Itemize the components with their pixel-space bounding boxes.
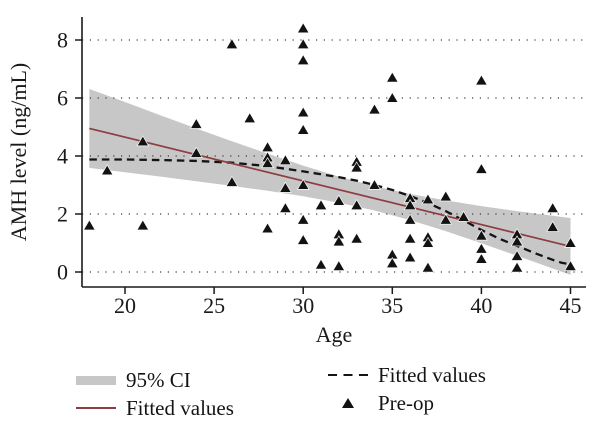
scatter-point bbox=[350, 161, 364, 173]
ci-band bbox=[89, 89, 571, 275]
scatter-point bbox=[368, 103, 381, 115]
legend-left-column: 95% CI Fitted values bbox=[76, 366, 234, 422]
scatter-point bbox=[510, 235, 524, 247]
x-tick-label: 30 bbox=[292, 293, 314, 318]
scatter-point bbox=[261, 222, 274, 234]
scatter-point bbox=[296, 123, 310, 135]
solid-line-swatch bbox=[76, 407, 116, 409]
x-tick-label: 25 bbox=[203, 293, 225, 318]
scatter-point bbox=[350, 232, 364, 244]
scatter-point bbox=[82, 219, 96, 231]
scatter-point bbox=[261, 156, 274, 168]
scatter-point bbox=[136, 135, 150, 147]
scatter-point bbox=[564, 236, 577, 248]
dashed-line-swatch bbox=[328, 373, 368, 377]
scatter-point bbox=[385, 91, 399, 103]
scatter-point bbox=[546, 201, 560, 213]
y-tick-label: 2 bbox=[57, 202, 68, 227]
scatter-point bbox=[474, 74, 488, 86]
scatter-point bbox=[189, 146, 203, 158]
scatter-point bbox=[368, 178, 381, 190]
scatter-point bbox=[243, 112, 257, 124]
y-tick-label: 4 bbox=[57, 144, 68, 169]
scatter-point bbox=[421, 193, 435, 205]
scatter-point bbox=[296, 22, 310, 34]
x-axis-title: Age bbox=[316, 322, 353, 347]
scatter-point bbox=[296, 54, 310, 66]
legend-label-lowess-fit: Fitted values bbox=[378, 362, 486, 387]
scatter-point bbox=[296, 233, 310, 245]
scatter-point bbox=[261, 141, 274, 153]
scatter-point bbox=[296, 106, 310, 118]
legend-item-ci: 95% CI bbox=[76, 366, 234, 394]
scatter-point bbox=[296, 178, 310, 190]
x-tick-label: 45 bbox=[560, 293, 582, 318]
scatter-point bbox=[385, 71, 399, 83]
scatter-point bbox=[546, 220, 560, 232]
x-tick-label: 40 bbox=[470, 293, 492, 318]
scatter-point bbox=[136, 219, 150, 231]
scatter-point bbox=[474, 229, 488, 241]
scatter-point bbox=[278, 201, 292, 213]
triangle-marker-swatch bbox=[328, 398, 368, 408]
legend-right-column: Fitted values Pre-op bbox=[328, 361, 486, 417]
scatter-point bbox=[474, 252, 488, 264]
legend-item-linear-fit: Fitted values bbox=[76, 394, 234, 422]
scatter-point bbox=[457, 210, 470, 222]
scatter-point bbox=[189, 117, 203, 129]
scatter-point bbox=[296, 213, 310, 225]
scatter-point bbox=[385, 257, 399, 269]
ci-band-swatch bbox=[76, 375, 116, 385]
scatter-point bbox=[332, 235, 346, 247]
scatter-point bbox=[100, 164, 114, 176]
legend-label-linear-fit: Fitted values bbox=[126, 395, 234, 420]
y-tick-label: 0 bbox=[57, 260, 68, 285]
legend-item-preop: Pre-op bbox=[328, 389, 486, 417]
scatter-point bbox=[403, 213, 417, 225]
lowess-fit-line bbox=[89, 158, 571, 266]
scatter-point bbox=[332, 194, 346, 206]
x-tick-label: 35 bbox=[381, 293, 403, 318]
y-tick-label: 8 bbox=[57, 28, 68, 53]
scatter-point bbox=[421, 261, 435, 273]
plot-layers: 0 2 4 6 8 20 25 30 35 40 45 bbox=[57, 17, 586, 318]
x-tick-label: 20 bbox=[114, 293, 136, 318]
legend-item-lowess-fit: Fitted values bbox=[328, 361, 486, 389]
scatter-point bbox=[350, 199, 364, 211]
axes: 0 2 4 6 8 20 25 30 35 40 45 bbox=[57, 17, 586, 318]
scatter-point bbox=[225, 38, 239, 50]
scatter-point bbox=[314, 258, 328, 270]
scatter-point bbox=[510, 249, 524, 261]
scatter-point bbox=[278, 181, 292, 193]
scatter-point bbox=[332, 259, 346, 271]
linear-fit-line bbox=[89, 127, 571, 248]
scatter-point bbox=[225, 175, 239, 187]
scatter-point bbox=[439, 213, 453, 225]
scatter-point bbox=[296, 38, 310, 50]
scatter-point bbox=[439, 190, 453, 202]
scatter-point bbox=[278, 154, 292, 166]
legend-label-ci: 95% CI bbox=[126, 367, 191, 392]
scatter-point bbox=[403, 232, 417, 244]
scatter-point bbox=[403, 199, 417, 211]
y-axis-title: AMH level (ng/mL) bbox=[6, 63, 31, 241]
scatter-point bbox=[314, 199, 328, 211]
scatter-point bbox=[421, 236, 435, 248]
scatter-point bbox=[510, 261, 524, 273]
y-tick-label: 6 bbox=[57, 86, 68, 111]
scatter-point bbox=[403, 251, 417, 263]
legend-label-preop: Pre-op bbox=[378, 390, 434, 415]
scatter-points bbox=[82, 22, 577, 273]
scatter-point bbox=[474, 162, 488, 174]
scatter-point bbox=[564, 259, 577, 271]
